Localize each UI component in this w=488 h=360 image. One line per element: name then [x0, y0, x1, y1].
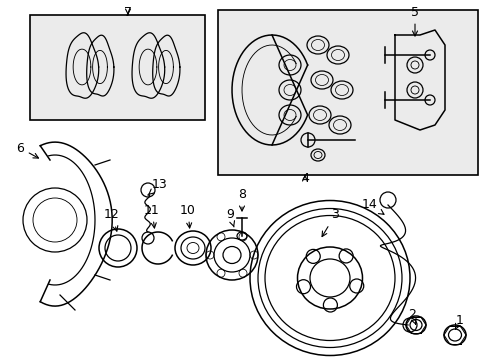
- Text: 8: 8: [238, 189, 245, 211]
- Text: 7: 7: [124, 5, 132, 18]
- Text: 11: 11: [144, 203, 160, 228]
- Bar: [218, 10, 477, 175]
- Text: 3: 3: [322, 208, 338, 237]
- Text: 2: 2: [407, 309, 415, 324]
- Text: 12: 12: [104, 208, 120, 231]
- Text: 6: 6: [16, 141, 39, 158]
- Text: 9: 9: [225, 208, 234, 227]
- Bar: [30, 15, 204, 120]
- Text: 4: 4: [301, 171, 308, 184]
- Text: 1: 1: [454, 314, 463, 329]
- Text: 5: 5: [410, 5, 418, 36]
- Text: 14: 14: [362, 198, 383, 214]
- Text: 13: 13: [148, 179, 167, 194]
- Text: 10: 10: [180, 203, 196, 228]
